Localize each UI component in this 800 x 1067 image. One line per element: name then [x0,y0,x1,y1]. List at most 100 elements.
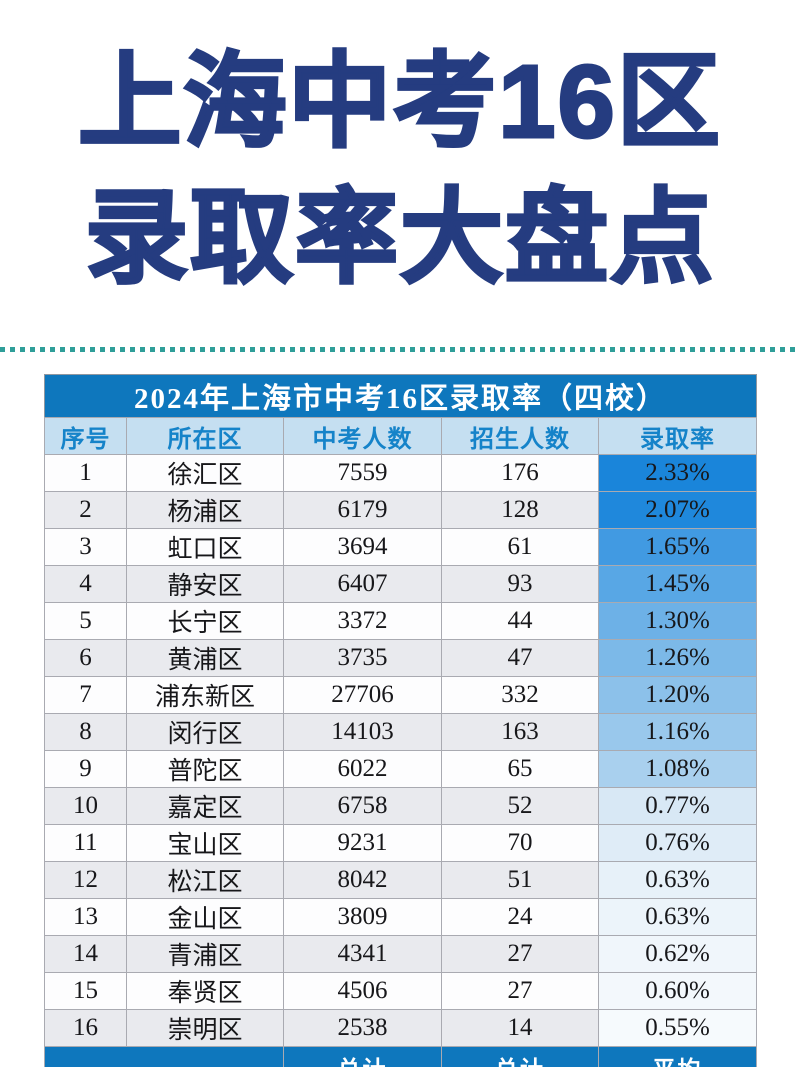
cell-no: 15 [44,972,127,1010]
cell-district: 崇明区 [126,1009,284,1047]
cell-rate: 0.63% [597,861,758,899]
cell-admitted: 65 [441,750,599,788]
cell-rate: 1.26% [597,639,758,677]
table-row: 2 杨浦区 6179 128 2.07% [44,491,758,529]
cell-rate: 1.20% [597,676,758,714]
cell-no: 14 [44,935,127,973]
footer-candidates-total-label: 总计 [283,1046,442,1067]
cell-candidates: 3694 [283,528,442,566]
cell-candidates: 4341 [283,935,442,973]
table-row: 6 黄浦区 3735 47 1.26% [44,639,758,677]
table-row: 9 普陀区 6022 65 1.08% [44,750,758,788]
cell-rate: 1.16% [597,713,758,751]
cell-rate: 0.77% [597,787,758,825]
cell-district: 奉贤区 [126,972,284,1010]
cell-rate: 0.63% [597,898,758,936]
cell-candidates: 6179 [283,491,442,529]
cell-district: 浦东新区 [126,676,284,714]
cell-candidates: 4506 [283,972,442,1010]
cell-district: 徐汇区 [126,454,284,492]
cell-admitted: 27 [441,935,599,973]
poster-title-line1: 上海中考16区 [77,43,722,161]
table-body: 1 徐汇区 7559 176 2.33% 2 杨浦区 6179 128 2.07% 3 虹口区 3694… [44,454,758,1047]
cell-admitted: 332 [441,676,599,714]
cell-admitted: 70 [441,824,599,862]
cell-district: 金山区 [126,898,284,936]
cell-no: 3 [44,528,127,566]
cell-no: 7 [44,676,127,714]
cell-district: 黄浦区 [126,639,284,677]
cell-admitted: 47 [441,639,599,677]
cell-district: 宝山区 [126,824,284,862]
cell-candidates: 6407 [283,565,442,603]
cell-candidates: 3372 [283,602,442,640]
cell-rate: 0.76% [597,824,758,862]
cell-admitted: 61 [441,528,599,566]
cell-no: 10 [44,787,127,825]
cell-admitted: 176 [441,454,599,492]
cell-candidates: 6758 [283,787,442,825]
cell-candidates: 9231 [283,824,442,862]
cell-no: 16 [44,1009,127,1047]
cell-no: 11 [44,824,127,862]
footer-overview-label: 总览 [44,1046,284,1067]
cell-no: 13 [44,898,127,936]
cell-no: 9 [44,750,127,788]
table-row: 10 嘉定区 6758 52 0.77% [44,787,758,825]
admission-rate-table-wrap: 2024年上海市中考16区录取率（四校） 序号 所在区 中考人数 招生人数 录取… [44,374,758,1067]
col-header-candidates: 中考人数 [283,417,442,455]
table-row: 13 金山区 3809 24 0.63% [44,898,758,936]
cell-candidates: 27706 [283,676,442,714]
cell-no: 2 [44,491,127,529]
table-row: 1 徐汇区 7559 176 2.33% [44,454,758,492]
cell-rate: 2.07% [597,491,758,529]
cell-no: 1 [44,454,127,492]
cell-admitted: 14 [441,1009,599,1047]
table-row: 16 崇明区 2538 14 0.55% [44,1009,758,1047]
cell-district: 杨浦区 [126,491,284,529]
col-header-no: 序号 [44,417,127,455]
table-row: 5 长宁区 3372 44 1.30% [44,602,758,640]
table-title: 2024年上海市中考16区录取率（四校） [44,374,757,418]
cell-no: 6 [44,639,127,677]
cell-district: 青浦区 [126,935,284,973]
table-row: 12 松江区 8042 51 0.63% [44,861,758,899]
cell-no: 4 [44,565,127,603]
cell-candidates: 6022 [283,750,442,788]
cell-rate: 2.33% [597,454,758,492]
cell-rate: 1.08% [597,750,758,788]
cell-candidates: 7559 [283,454,442,492]
table-row: 8 闵行区 14103 163 1.16% [44,713,758,751]
table-row: 15 奉贤区 4506 27 0.60% [44,972,758,1010]
admission-rate-table: 2024年上海市中考16区录取率（四校） 序号 所在区 中考人数 招生人数 录取… [44,374,758,1067]
col-header-admitted: 招生人数 [441,417,599,455]
col-header-district: 所在区 [126,417,284,455]
cell-district: 静安区 [126,565,284,603]
column-header-row: 序号 所在区 中考人数 招生人数 录取率 [44,417,758,455]
cell-no: 8 [44,713,127,751]
cell-district: 闵行区 [126,713,284,751]
cell-rate: 1.30% [597,602,758,640]
footer-label-row: 总览 总计 总计 平均 [44,1046,758,1067]
footer-admitted-total-label: 总计 [441,1046,599,1067]
cell-candidates: 8042 [283,861,442,899]
table-row: 11 宝山区 9231 70 0.76% [44,824,758,862]
cell-district: 普陀区 [126,750,284,788]
cell-admitted: 163 [441,713,599,751]
cell-rate: 0.55% [597,1009,758,1047]
cell-admitted: 52 [441,787,599,825]
cell-admitted: 24 [441,898,599,936]
dotted-divider [0,347,800,352]
footer-rate-avg-label: 平均 [597,1046,758,1067]
table-row: 4 静安区 6407 93 1.45% [44,565,758,603]
cell-rate: 1.45% [597,565,758,603]
table-row: 14 青浦区 4341 27 0.62% [44,935,758,973]
cell-district: 虹口区 [126,528,284,566]
table-row: 3 虹口区 3694 61 1.65% [44,528,758,566]
cell-candidates: 3735 [283,639,442,677]
cell-admitted: 128 [441,491,599,529]
cell-district: 松江区 [126,861,284,899]
cell-admitted: 27 [441,972,599,1010]
table-title-row: 2024年上海市中考16区录取率（四校） [44,374,757,418]
cell-rate: 1.65% [597,528,758,566]
